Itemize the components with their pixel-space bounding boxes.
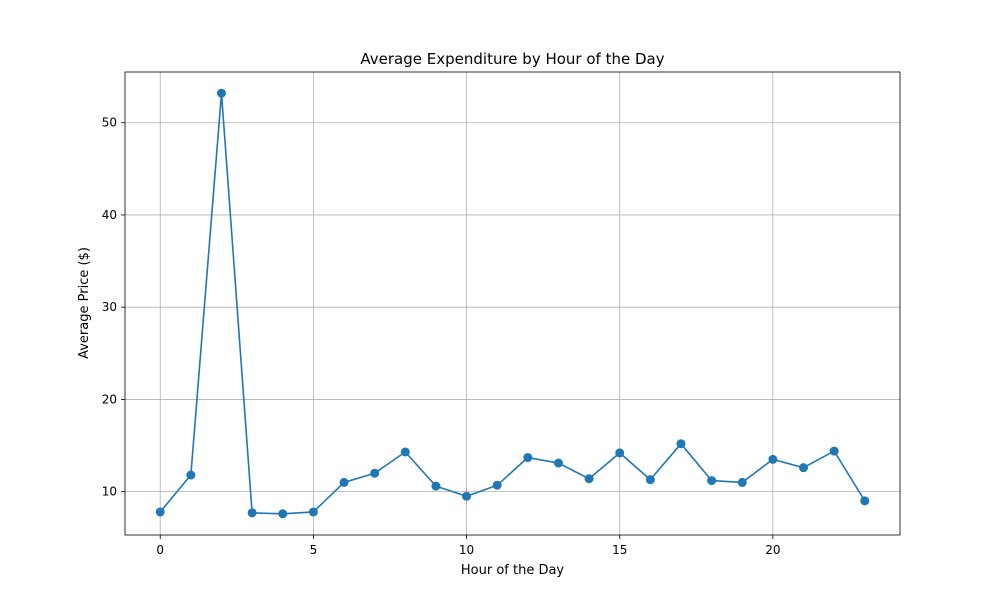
x-tick-label: 20 <box>765 543 780 557</box>
data-point <box>278 509 288 519</box>
data-point <box>370 468 380 478</box>
y-tick-label: 50 <box>102 116 117 130</box>
data-point <box>860 496 870 506</box>
data-point <box>615 448 625 458</box>
plot-frame <box>124 71 901 536</box>
ticks-layer: 0 5 10 15 20 10 20 30 40 50 <box>102 116 781 557</box>
grid-layer <box>125 72 900 535</box>
series-layer <box>155 88 870 519</box>
data-point <box>707 476 717 486</box>
data-point <box>247 508 257 518</box>
x-tick-label: 15 <box>612 543 627 557</box>
y-tick-label: 40 <box>102 208 117 222</box>
x-tick-label: 10 <box>459 543 474 557</box>
data-point <box>431 481 441 491</box>
data-point <box>829 446 839 456</box>
data-point <box>186 470 196 480</box>
data-point <box>676 439 686 449</box>
y-tick-label: 30 <box>102 300 117 314</box>
data-point <box>308 507 318 517</box>
y-tick-label: 20 <box>102 392 117 406</box>
data-point <box>155 507 165 517</box>
data-point <box>339 477 349 487</box>
x-tick-label: 5 <box>310 543 318 557</box>
data-point <box>492 480 502 490</box>
data-point <box>523 453 533 463</box>
data-point <box>216 88 226 98</box>
data-point <box>400 447 410 457</box>
data-point <box>768 454 778 464</box>
data-point <box>553 458 563 468</box>
data-point <box>462 491 472 501</box>
data-point <box>737 477 747 487</box>
x-tick-label: 0 <box>156 543 164 557</box>
data-point <box>584 474 594 484</box>
series-line <box>159 92 866 515</box>
chart-title: Average Expenditure by Hour of the Day <box>360 50 664 68</box>
data-point <box>799 463 809 473</box>
data-point <box>645 475 655 485</box>
y-axis-label: Average Price ($) <box>77 247 92 359</box>
x-axis-label: Hour of the Day <box>461 563 565 578</box>
y-tick-label: 10 <box>102 485 117 499</box>
